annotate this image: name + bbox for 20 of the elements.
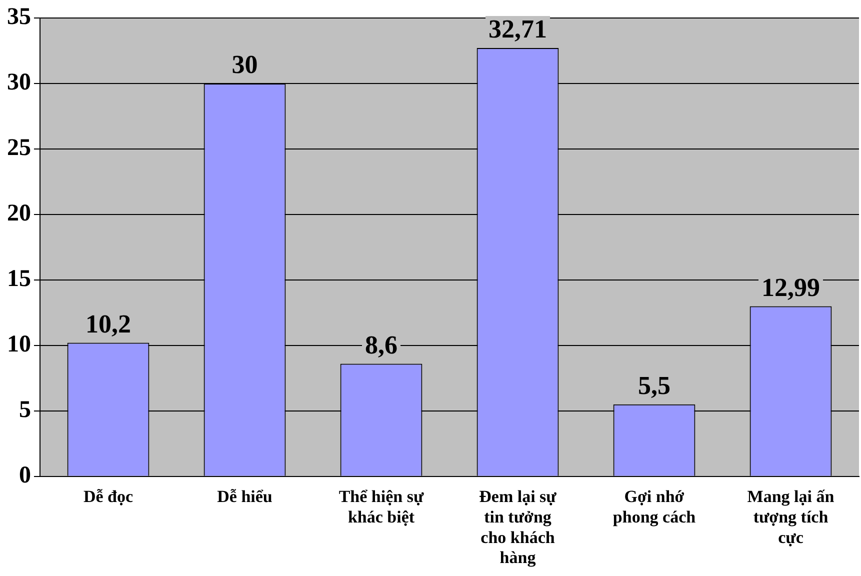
data-label: 8,6 <box>365 330 398 360</box>
y-tick-label: 10 <box>7 332 31 358</box>
y-tick-label: 15 <box>7 266 31 292</box>
x-tick-label: Dễ hiểu <box>217 486 272 506</box>
y-tick-label: 25 <box>7 135 31 162</box>
x-tick-label: Dễ đọc <box>83 486 134 506</box>
x-tick-label: Đem lại sự tin tưởng cho khách hàng <box>479 486 558 568</box>
y-tick-label: 5 <box>19 397 31 424</box>
x-tick-label: Thể hiện sự khác biệt <box>338 486 424 526</box>
data-label: 32,71 <box>488 14 547 44</box>
data-label: 30 <box>232 50 258 80</box>
y-tick-label: 20 <box>7 200 31 227</box>
data-label: 12,99 <box>762 272 820 302</box>
x-tick-label: Mang lại ấn tượng tích cực <box>747 486 835 547</box>
y-tick-label: 30 <box>7 70 31 96</box>
data-label: 10,2 <box>86 310 131 339</box>
y-tick-label: 0 <box>19 462 31 489</box>
data-label: 5,5 <box>638 371 670 400</box>
x-tick-label: Gợi nhớ phong cách <box>612 486 696 526</box>
y-tick-label: 35 <box>7 4 31 30</box>
